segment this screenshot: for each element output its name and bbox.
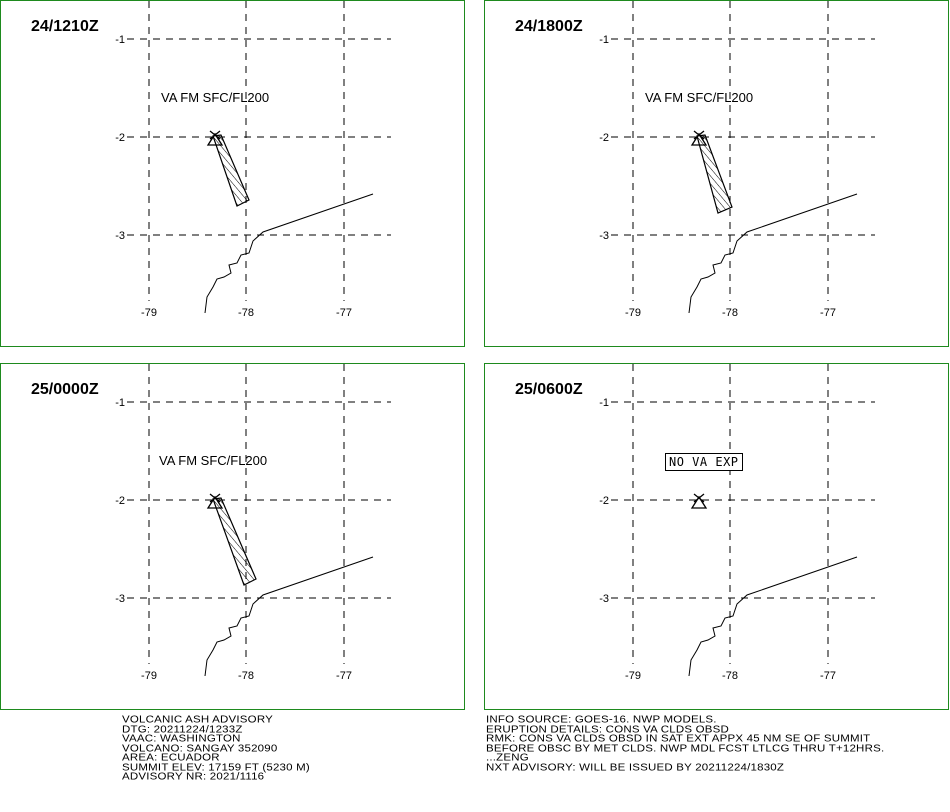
coastline <box>688 193 858 314</box>
latitude-tick-label: -1 <box>115 34 125 46</box>
panel-time-label: 24/1210Z <box>31 18 99 35</box>
map-panel-2: -79 -78 -77 -1 -2 -3 <box>599 1 875 319</box>
coastline <box>688 556 858 677</box>
longitude-tick-label: -79 <box>625 670 641 682</box>
longitude-tick-label: -78 <box>722 670 738 682</box>
advisory-line: VOLCANIC ASH ADVISORY <box>122 714 273 725</box>
advisory-line: ERUPTION DETAILS: CONS VA CLDS OBSD <box>486 723 730 735</box>
forecast-panel-4: -79 -78 -77 -1 -2 -3 25/0600Z NO VA EXP <box>484 363 949 710</box>
volcano-icon <box>690 493 708 509</box>
latitude-tick-label: -3 <box>599 593 609 605</box>
latitude-tick-label: -3 <box>599 230 609 242</box>
latitude-tick-label: -1 <box>599 397 609 409</box>
longitude-tick-label: -79 <box>625 307 641 319</box>
latitude-tick-label: -2 <box>115 495 125 507</box>
latitude-tick-label: -2 <box>599 495 609 507</box>
advisory-line: ADVISORY NR: 2021/1116 <box>122 771 265 782</box>
panel-time-label: 25/0600Z <box>515 381 583 398</box>
advisory-line: AREA: ECUADOR <box>122 752 220 763</box>
forecast-panel-3: -79 -78 -77 -1 -2 -3 25/0000Z VA FM SFC/FL200 <box>0 363 465 710</box>
advisory-line: ...ZENG <box>486 752 529 763</box>
longitude-tick-label: -77 <box>820 670 836 682</box>
ash-cloud-label: VA FM SFC/FL200 <box>161 90 270 105</box>
latitude-tick-label: -1 <box>599 34 609 46</box>
coastline <box>204 556 374 677</box>
advisory-line: SUMMIT ELEV: 17159 FT (5230 M) <box>122 761 310 773</box>
forecast-panel-2: -79 -78 -77 -1 -2 -3 24/1800Z VA FM SFC/FL200 <box>484 0 949 347</box>
ash-cloud-label: VA FM SFC/FL200 <box>645 90 754 105</box>
no-ash-expected-label: NO VA EXP <box>665 453 743 471</box>
advisory-line: DTG: 20211224/1233Z <box>122 723 243 735</box>
latitude-tick-label: -3 <box>115 593 125 605</box>
panel-time-label: 24/1800Z <box>515 18 583 35</box>
longitude-tick-label: -77 <box>820 307 836 319</box>
map-panel-3: -79 -78 -77 -1 -2 -3 <box>115 364 391 682</box>
advisory-details-text: INFO SOURCE: GOES-16. NWP MODELS. ERUPTI… <box>486 714 885 773</box>
latitude-tick-label: -2 <box>599 132 609 144</box>
volcano-icon <box>206 493 224 509</box>
map-panel-4: -79 -78 -77 -1 -2 -3 <box>599 364 875 682</box>
panel-time-label: 25/0000Z <box>31 381 99 398</box>
advisory-line: BEFORE OBSC BY MET CLDS. NWP MDL FCST LT… <box>486 742 885 754</box>
coastline <box>204 193 374 314</box>
ash-cloud-polygon <box>696 134 733 214</box>
longitude-tick-label: -78 <box>238 307 254 319</box>
longitude-tick-label: -77 <box>336 670 352 682</box>
ash-cloud-polygon <box>212 134 250 207</box>
longitude-tick-label: -79 <box>141 307 157 319</box>
forecast-panel-1: -79 -78 -77 -1 -2 -3 24/1210Z VA FM SFC/FL200 <box>0 0 465 347</box>
advisory-line: NXT ADVISORY: WILL BE ISSUED BY 20211224… <box>486 761 785 773</box>
volcano-icon <box>690 130 708 146</box>
advisory-line: VOLCANO: SANGAY 352090 <box>122 742 278 754</box>
map-panel-1: -79 -78 -77 -1 -2 -3 <box>115 1 391 319</box>
latitude-tick-label: -1 <box>115 397 125 409</box>
advisory-line: RMK: CONS VA CLDS OBSD IN SAT EXT APPX 4… <box>486 733 871 744</box>
volcano-icon <box>206 130 224 146</box>
ash-cloud-polygon <box>212 497 257 586</box>
advisory-line: VAAC: WASHINGTON <box>122 733 241 744</box>
ash-cloud-label: VA FM SFC/FL200 <box>159 453 268 468</box>
latitude-tick-label: -3 <box>115 230 125 242</box>
longitude-tick-label: -77 <box>336 307 352 319</box>
latitude-tick-label: -2 <box>115 132 125 144</box>
advisory-line: INFO SOURCE: GOES-16. NWP MODELS. <box>486 714 717 725</box>
longitude-tick-label: -79 <box>141 670 157 682</box>
advisory-header-text: VOLCANIC ASH ADVISORY DTG: 20211224/1233… <box>122 714 310 783</box>
longitude-tick-label: -78 <box>238 670 254 682</box>
longitude-tick-label: -78 <box>722 307 738 319</box>
